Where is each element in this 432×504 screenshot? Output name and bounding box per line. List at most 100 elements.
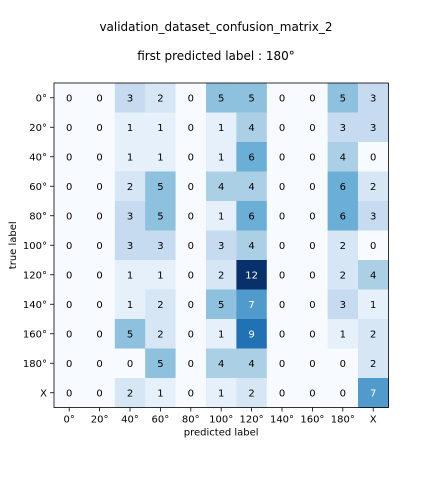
heatmap-cell xyxy=(266,260,298,290)
heatmap-cell xyxy=(175,378,207,408)
cell-value-label: 0 xyxy=(188,182,194,193)
cell-value-label: 5 xyxy=(157,182,163,193)
cell-value-label: 0 xyxy=(370,152,376,163)
heatmap-cell xyxy=(358,83,389,113)
heatmap-cell xyxy=(54,260,85,290)
cell-value-label: 0 xyxy=(188,241,194,252)
y-tick-label: 140° xyxy=(23,300,47,311)
heatmap-cell xyxy=(236,142,268,172)
cell-value-label: 0 xyxy=(96,211,102,222)
cell-value-label: 0 xyxy=(188,359,194,370)
heatmap-cell xyxy=(175,112,207,143)
cell-value-label: 4 xyxy=(248,359,254,370)
cell-value-label: 3 xyxy=(157,241,163,252)
heatmap-cell xyxy=(54,142,85,172)
cell-value-label: 2 xyxy=(218,270,224,281)
cell-value-label: 0 xyxy=(96,152,102,163)
y-tick-label: 20° xyxy=(29,123,47,134)
cell-value-label: 0 xyxy=(66,359,72,370)
cell-value-label: 1 xyxy=(127,152,133,163)
heatmap-cell xyxy=(297,289,329,320)
heatmap-cell xyxy=(358,201,389,231)
y-tick-label: 160° xyxy=(23,329,47,340)
heatmap-cell xyxy=(266,378,298,408)
heatmap-cell xyxy=(114,378,146,408)
heatmap-cell xyxy=(297,171,329,202)
heatmap-cell xyxy=(114,112,146,143)
heatmap-cell xyxy=(114,289,146,320)
y-tick-label: 0° xyxy=(36,93,47,104)
heatmap-cell xyxy=(114,201,146,231)
cell-value-label: 4 xyxy=(248,182,254,193)
heatmap-cell xyxy=(175,289,207,320)
cell-value-label: 0 xyxy=(279,152,285,163)
cell-value-label: 0 xyxy=(279,300,285,311)
heatmap-cell xyxy=(145,171,177,202)
heatmap-cell xyxy=(266,319,298,349)
cell-value-label: 2 xyxy=(370,329,376,340)
x-tick-label: 60° xyxy=(152,415,170,426)
cell-value-label: 1 xyxy=(157,270,163,281)
heatmap-cell xyxy=(54,319,85,349)
cell-value-label: 1 xyxy=(218,329,224,340)
heatmap-cell xyxy=(206,378,237,408)
heatmap-cell xyxy=(358,112,389,143)
x-tick-label: 100° xyxy=(209,415,233,426)
heatmap-cell xyxy=(327,112,359,143)
cell-value-label: 1 xyxy=(127,123,133,134)
cell-value-label: 0 xyxy=(309,93,315,104)
cell-value-label: 0 xyxy=(309,300,315,311)
cell-value-label: 2 xyxy=(370,182,376,193)
heatmap-cell xyxy=(145,319,177,349)
y-tick-label: 80° xyxy=(29,211,47,222)
heatmap-cell xyxy=(145,142,177,172)
cell-value-label: 5 xyxy=(157,359,163,370)
cell-value-label: 1 xyxy=(157,123,163,134)
heatmap-cell xyxy=(206,171,237,202)
cell-value-label: 12 xyxy=(245,270,258,281)
heatmap-cell xyxy=(327,378,359,408)
cell-value-label: 0 xyxy=(309,359,315,370)
cell-value-label: 2 xyxy=(340,270,346,281)
heatmap-cell xyxy=(297,201,329,231)
cell-value-label: 0 xyxy=(309,270,315,281)
cell-value-label: 1 xyxy=(127,270,133,281)
cell-value-label: 9 xyxy=(248,329,254,340)
y-axis-label: true label xyxy=(8,221,19,269)
heatmap-cell xyxy=(206,142,237,172)
y-tick-label: 40° xyxy=(29,152,47,163)
cell-value-label: 3 xyxy=(340,123,346,134)
cell-value-label: 0 xyxy=(96,388,102,399)
cell-value-label: 4 xyxy=(218,359,224,370)
heatmap-cell xyxy=(145,230,177,261)
cell-value-label: 2 xyxy=(127,388,133,399)
x-tick-label: 180° xyxy=(331,415,355,426)
heatmap-cell xyxy=(175,83,207,113)
cell-value-label: 0 xyxy=(96,359,102,370)
x-tick-label: 20° xyxy=(91,415,109,426)
heatmap-cell xyxy=(114,142,146,172)
heatmap-cell xyxy=(327,201,359,231)
cell-value-label: 0 xyxy=(66,211,72,222)
heatmap-cell xyxy=(358,348,389,379)
cell-value-label: 0 xyxy=(66,270,72,281)
heatmap-cell xyxy=(145,112,177,143)
cell-value-label: 2 xyxy=(157,93,163,104)
cell-value-label: 5 xyxy=(127,329,133,340)
heatmap-cell xyxy=(358,260,389,290)
heatmap-cell xyxy=(175,230,207,261)
cell-value-label: 7 xyxy=(248,300,254,311)
cell-value-label: 0 xyxy=(66,123,72,134)
cell-value-label: 6 xyxy=(248,211,254,222)
heatmap-cell xyxy=(297,378,329,408)
cell-value-label: 0 xyxy=(309,123,315,134)
x-tick-label: 40° xyxy=(121,415,139,426)
heatmap-cell xyxy=(175,260,207,290)
cell-value-label: 0 xyxy=(66,300,72,311)
cell-value-label: 0 xyxy=(309,329,315,340)
heatmap-cell xyxy=(358,319,389,349)
heatmap-cell xyxy=(327,348,359,379)
heatmap-cell xyxy=(206,83,237,113)
heatmap-cell xyxy=(266,289,298,320)
heatmap-cell xyxy=(236,348,268,379)
